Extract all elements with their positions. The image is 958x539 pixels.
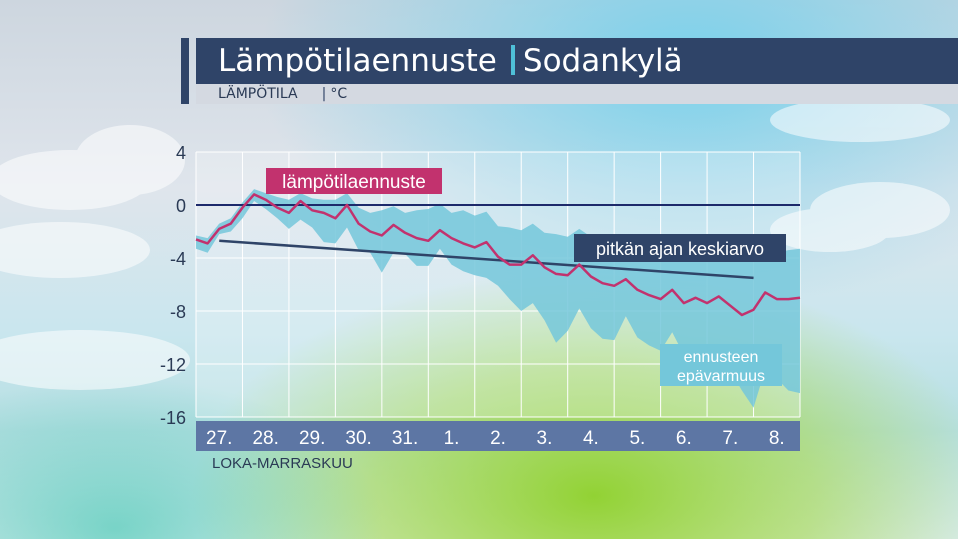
- y-tick-label: 0: [176, 196, 186, 216]
- x-tick-label: 8.: [769, 428, 785, 449]
- title-separator: [510, 45, 515, 75]
- x-tick-label: 31.: [392, 428, 418, 449]
- average-line-layer: [219, 239, 754, 280]
- y-tick-label: -8: [170, 302, 186, 322]
- y-tick-label: -4: [170, 249, 186, 269]
- average-label-box: pitkän ajan keskiarvo: [574, 234, 786, 262]
- unit-label: °C: [330, 86, 348, 102]
- subtitle-bar: LÄMPÖTILA | °C: [196, 84, 958, 104]
- forecast-line: [195, 193, 801, 317]
- uncertainty-label-line1: ennusteen: [684, 349, 759, 366]
- cloud-shapes: [0, 98, 950, 390]
- y-tick-label: 4: [176, 143, 186, 163]
- x-tick-label: 6.: [676, 428, 692, 449]
- subtitle-separator: |: [321, 86, 327, 102]
- x-tick-label: 30.: [345, 428, 371, 449]
- x-tick-label: 2.: [490, 428, 506, 449]
- forecast-line-layer: [195, 193, 801, 317]
- x-tick-label: 5.: [629, 428, 645, 449]
- x-tick-label: 7.: [722, 428, 738, 449]
- x-axis-strip: [196, 421, 800, 451]
- title-accent-bar: [181, 38, 189, 104]
- x-tick-label: 28.: [252, 428, 278, 449]
- x-tick-label: 29.: [299, 428, 325, 449]
- uncertainty-label-line2: epävarmuus: [677, 368, 765, 385]
- grid-lines: [195, 151, 801, 418]
- quantity-label: LÄMPÖTILA: [218, 86, 298, 102]
- y-tick-label: -16: [160, 408, 186, 428]
- location-title: Sodankylä: [522, 43, 683, 79]
- x-tick-label: 27.: [206, 428, 232, 449]
- page-title: Lämpötilaennuste: [218, 43, 497, 79]
- y-tick-label: -12: [160, 355, 186, 375]
- x-tick-labels: 27. 28. 29. 30. 31. 1. 2. 3. 4. 5. 6. 7. 8.: [206, 428, 785, 449]
- uncertainty-label-box: ennusteen epävarmuus: [660, 344, 782, 386]
- y-tick-labels: 4 0 -4 -8 -12 -16: [160, 143, 186, 428]
- x-tick-label: 3.: [537, 428, 553, 449]
- average-line: [219, 239, 754, 280]
- forecast-label: lämpötilaennuste: [282, 172, 426, 193]
- x-tick-label: 4.: [583, 428, 599, 449]
- title-bar: Lämpötilaennuste Sodankylä: [196, 38, 958, 84]
- average-label: pitkän ajan keskiarvo: [596, 239, 764, 259]
- forecast-label-box: lämpötilaennuste: [266, 168, 442, 194]
- x-tick-label: 1.: [444, 428, 460, 449]
- x-axis-label: LOKA-MARRASKUU: [212, 455, 353, 472]
